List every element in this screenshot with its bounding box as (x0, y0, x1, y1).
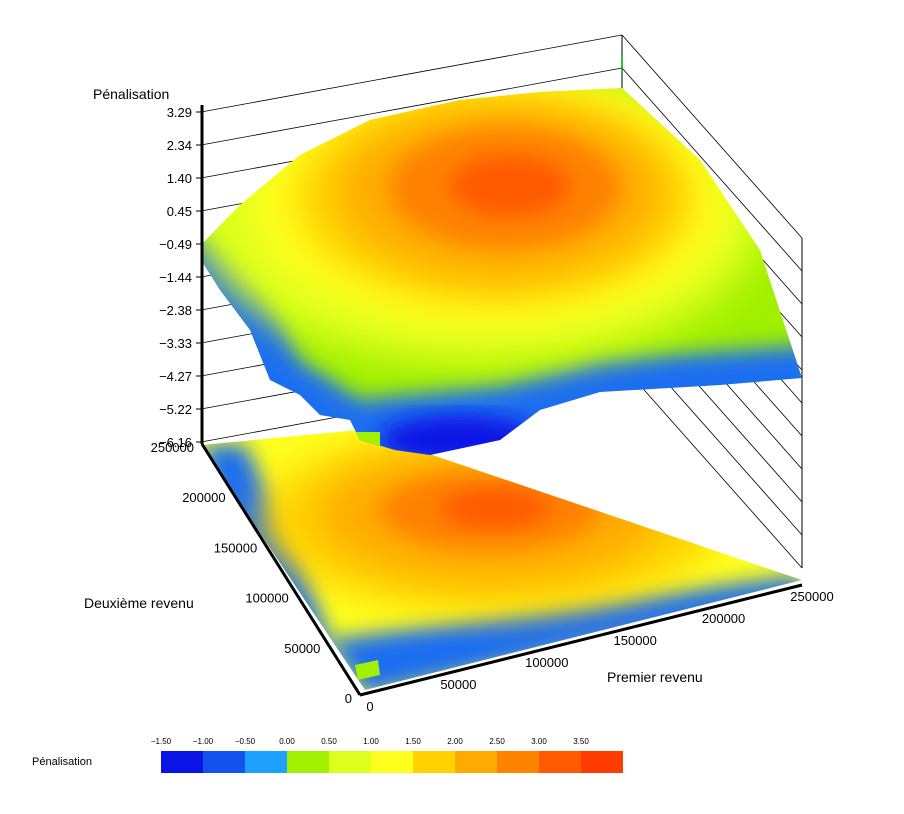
legend-tick-label: 0.00 (279, 737, 295, 746)
legend-tick-label: 2.00 (447, 737, 463, 746)
y-axis-label: Deuxième revenu (84, 595, 194, 611)
legend-swatch (245, 751, 287, 773)
legend-swatch (497, 751, 539, 773)
x-tick-label: 50000 (440, 677, 476, 692)
top-surface-plot (201, 88, 802, 455)
y-tick-label: 0 (345, 691, 352, 706)
z-tick-label: 1.40 (167, 171, 192, 186)
legend-swatch (539, 751, 581, 773)
legend-tick-label: 3.50 (573, 737, 589, 746)
legend-tick-label: 1.00 (363, 737, 379, 746)
x-tick-label: 250000 (790, 589, 833, 604)
wall-gridline (200, 34, 623, 113)
y-tick-label: 50000 (284, 641, 320, 656)
wall-gridline (621, 34, 803, 239)
z-tick-label: −1.44 (159, 270, 192, 285)
y-tick-label: 150000 (214, 540, 257, 555)
x-tick-label: 200000 (702, 611, 745, 626)
top-band-6 (450, 156, 570, 216)
x-tick-label: 0 (366, 699, 373, 714)
z-tick-label: 2.34 (167, 138, 192, 153)
legend-swatch (203, 751, 245, 773)
y-tick-label: 200000 (182, 490, 225, 505)
legend-tick-label: −1.00 (193, 737, 214, 746)
x-tick-labels: 0 50000 100000 150000 200000 250000 (366, 589, 833, 714)
legend-swatch (413, 751, 455, 773)
x-tick-label: 100000 (525, 655, 568, 670)
legend-tick-label: 0.50 (321, 737, 337, 746)
legend-swatch (287, 751, 329, 773)
axes (200, 105, 803, 697)
wall-gridline (200, 67, 623, 146)
z-tick-label: −0.49 (159, 237, 192, 252)
x-tick-label: 150000 (614, 633, 657, 648)
z-tick-label: −2.38 (159, 303, 192, 318)
wall-gridline (621, 364, 803, 569)
legend-tick-label: 2.50 (489, 737, 505, 746)
y-tick-labels: 0 50000 100000 150000 200000 250000 (151, 440, 352, 706)
z-axis-label: Pénalisation (93, 86, 169, 102)
legend-swatch (329, 751, 371, 773)
top-fill (201, 88, 802, 455)
legend-tick-label: 3.00 (531, 737, 547, 746)
x-axis-label: Premier revenu (607, 669, 703, 685)
y-tick-label: 100000 (245, 591, 288, 606)
z-tick-label: −4.27 (159, 369, 192, 384)
legend-title: Pénalisation (32, 756, 92, 768)
legend-swatch (455, 751, 497, 773)
legend-tick-label: −1.50 (151, 737, 172, 746)
z-tick-label: −3.33 (159, 336, 192, 351)
bottom-blue-front (330, 575, 802, 690)
z-tick-label: 3.29 (167, 105, 192, 120)
legend-swatch (371, 751, 413, 773)
x-axis-line (359, 583, 803, 697)
wall-gridline (621, 67, 803, 272)
y-axis-line (200, 443, 362, 696)
y-tick-label: 250000 (151, 440, 194, 455)
z-tick-label: 0.45 (167, 204, 192, 219)
color-legend: −1.50 −1.00 −0.50 0.00 0.50 1.00 1.50 2.00 2.50 3… (151, 737, 623, 773)
z-tick-label: −5.22 (159, 402, 192, 417)
bottom-band-4 (440, 488, 550, 528)
legend-swatch (581, 751, 623, 773)
bottom-green-patch (355, 660, 380, 680)
legend-swatch (161, 751, 203, 773)
z-tick-label: −6.16 (159, 435, 192, 450)
legend-tick-label: 1.50 (405, 737, 421, 746)
legend-tick-label: −0.50 (235, 737, 256, 746)
z-tick-labels: 3.29 2.34 1.40 0.45 −0.49 −1.44 −2.38 −3.33 −4.2… (159, 105, 202, 450)
